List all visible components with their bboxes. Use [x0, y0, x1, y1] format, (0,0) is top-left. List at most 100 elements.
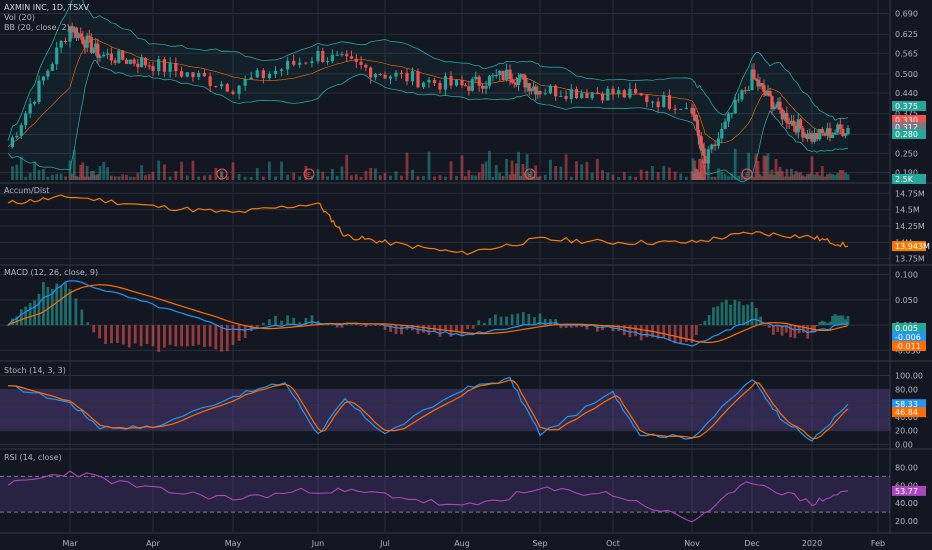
candle-body: [151, 66, 155, 72]
earnings-marker: [524, 168, 536, 180]
macd-histogram-bar: [746, 304, 750, 326]
candle-body: [740, 90, 744, 100]
candle-body: [94, 43, 98, 50]
candle-body: [83, 43, 87, 48]
volume-bar: [364, 170, 368, 180]
volume-bar: [585, 161, 589, 180]
volume-bar: [720, 171, 724, 180]
candle-body: [843, 133, 848, 136]
candle-body: [667, 95, 672, 109]
macd-histogram-bar: [750, 301, 754, 326]
macd-histogram-bar: [668, 325, 671, 341]
macd-label: MACD (12, 26, close, 9): [4, 268, 99, 277]
candle-body: [679, 108, 683, 110]
candle-body: [59, 41, 63, 48]
candle-body: [28, 103, 32, 114]
volume-bar: [345, 154, 349, 180]
candle-body: [79, 33, 83, 37]
volume-bar: [611, 174, 615, 180]
candle-body: [750, 69, 754, 90]
candle-body: [595, 92, 599, 94]
candle-body: [255, 70, 259, 78]
macd-histogram-bar: [33, 300, 36, 326]
macd-histogram-bar: [784, 325, 788, 333]
volume-bar: [756, 161, 760, 180]
macd-histogram-bar: [510, 314, 514, 326]
macd-histogram-bar: [330, 324, 334, 326]
volume-bar: [772, 175, 776, 180]
candle-body: [766, 91, 770, 96]
macd-histogram-bar: [690, 325, 694, 343]
macd-histogram-bar: [231, 325, 235, 345]
volume-bar: [422, 175, 425, 180]
volume-bar: [569, 176, 573, 180]
macd-histogram-bar: [364, 325, 368, 328]
macd-histogram-bar: [389, 325, 392, 332]
candle-body: [720, 129, 724, 139]
volume-bar: [109, 175, 113, 180]
ad-tick-label: 14.25M: [895, 222, 925, 231]
candle-body: [340, 54, 344, 56]
volume-bar: [427, 151, 431, 180]
macd-histogram-bar: [482, 322, 486, 326]
volume-bar: [651, 166, 654, 180]
candle-body: [68, 26, 72, 42]
macd-histogram-bar: [255, 325, 259, 328]
volume-bar: [33, 161, 36, 180]
candle-body: [510, 79, 514, 83]
volume-bar: [813, 174, 816, 180]
candle-body: [838, 124, 842, 129]
volume-bar: [806, 174, 809, 180]
candle-body: [498, 70, 502, 76]
candle-body: [102, 54, 106, 57]
ad-tick-label: 13.75M: [895, 255, 925, 264]
volume-bar: [389, 175, 392, 180]
candle-body: [702, 148, 706, 157]
macd-histogram-bar: [585, 325, 589, 330]
macd-histogram-bar: [335, 325, 339, 328]
macd-histogram-bar: [180, 325, 183, 347]
price-tick-label: 0.500: [895, 70, 918, 79]
bollinger-upper: [7, 0, 849, 141]
candle-body: [132, 59, 136, 64]
macd-histogram-bar: [590, 325, 594, 326]
candle-body: [364, 64, 368, 68]
rsi-band: [0, 476, 890, 513]
volume-bar: [668, 167, 671, 180]
candle-body: [140, 58, 144, 68]
volume-bar: [225, 176, 229, 180]
volume-bar: [774, 158, 778, 180]
candle-body: [225, 84, 229, 92]
macd-histogram-bar: [772, 325, 775, 335]
volume-bar: [730, 173, 734, 180]
volume-bar: [710, 176, 714, 180]
candle-body: [50, 64, 54, 71]
volume-bar: [42, 169, 45, 180]
volume-bar: [778, 166, 782, 180]
volume-bar: [833, 175, 837, 180]
macd-histogram-bar: [466, 325, 469, 329]
price-tag-bb-upper: 0.330: [895, 116, 918, 125]
macd-histogram-bar: [214, 325, 218, 350]
macd-histogram-bar: [374, 325, 377, 326]
x-tick-label: Jun: [311, 539, 325, 548]
candle-body: [128, 59, 132, 64]
macd-histogram-bar: [74, 298, 78, 326]
rsi-tick-label: 60.00: [895, 481, 918, 490]
volume-bar: [359, 176, 363, 180]
stoch-tick-label: 80.00: [895, 385, 918, 394]
candle-body: [345, 54, 349, 57]
macd-histogram-bar: [767, 325, 771, 328]
macd-histogram-bar: [243, 325, 247, 338]
candle-body: [349, 56, 354, 59]
rsi-tag: 53.77: [895, 487, 918, 496]
volume-bar: [758, 174, 762, 180]
ad-tag-bg: [892, 241, 926, 252]
macd-histogram-bar: [477, 320, 481, 326]
candle-body: [121, 50, 125, 60]
candle-body: [147, 65, 151, 67]
candle-body: [569, 89, 573, 99]
volume-bar: [394, 171, 398, 180]
candle-body: [758, 83, 762, 87]
